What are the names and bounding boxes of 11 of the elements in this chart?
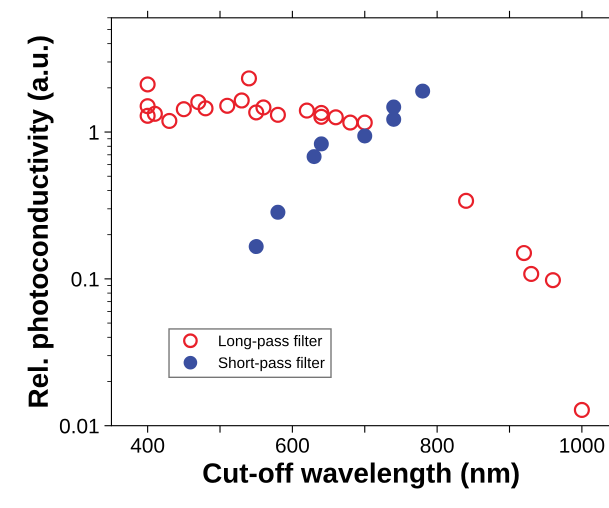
y-tick-label: 0.01: [60, 418, 99, 434]
x-axis-title: Cut-off wavelength (nm): [203, 462, 519, 488]
x-tick-label: 400: [130, 438, 164, 453]
x-tick-label: 600: [276, 438, 309, 453]
legend-label: Long-pass filter: [219, 335, 322, 350]
y-tick-label: 0.1: [71, 272, 99, 287]
y-axis-title: Rel. photoconductivity (a.u.): [28, 36, 54, 407]
x-tick-label: 1000: [560, 438, 604, 453]
x-tick-label: 800: [420, 438, 454, 453]
y-tick-label: 1: [90, 125, 99, 140]
legend-label: Short-pass filter: [218, 356, 325, 372]
